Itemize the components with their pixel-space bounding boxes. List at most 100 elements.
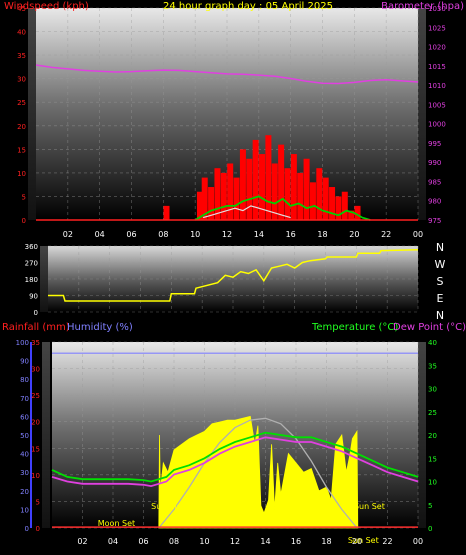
wind-gust-bar	[259, 154, 266, 220]
wind-gust-bar	[271, 163, 278, 220]
rain-scale-strip	[42, 342, 50, 528]
temperature-line	[51, 431, 419, 483]
wind-gust-bar	[335, 196, 342, 220]
wind-gust-bar	[233, 177, 240, 220]
compass-label: S	[437, 275, 444, 288]
climate-x-tick-label: 20	[352, 537, 362, 546]
wind-x-tick-label: 02	[63, 230, 73, 239]
temp-tick-label: 35	[428, 362, 437, 370]
chart-title: 24 hour graph day : 05 April 2025	[163, 1, 333, 12]
barometer-tick-label: 1020	[428, 44, 446, 52]
solar-radiation-area	[158, 415, 359, 529]
wind-gust-bar	[252, 139, 259, 220]
sun-set-lower-annotation: Sun Set	[348, 536, 379, 545]
wind-x-tick-label: 20	[349, 230, 359, 239]
barometer-tick-label: 980	[428, 198, 441, 206]
wind-gust-bar	[290, 154, 297, 220]
wind-gust-bar	[239, 149, 246, 220]
wind-tick-label: 15	[17, 146, 26, 154]
temp-tick-label: 5	[428, 502, 432, 510]
wind-gust-bar	[354, 205, 361, 220]
humidity-tick-label: 10	[20, 506, 29, 514]
rain-tick-label: 20	[31, 419, 40, 427]
wind-tick-label: 30	[17, 76, 26, 84]
wind-gust-bar	[227, 163, 234, 220]
wind-tick-label: 25	[17, 99, 26, 107]
wind-gust-bar	[265, 135, 272, 220]
rain-tick-label: 25	[31, 392, 40, 400]
wind-gust-bar	[303, 158, 310, 220]
windspeed-axis-label: Windspeed (kph)	[4, 1, 89, 12]
wind-x-tick-label: 04	[95, 230, 105, 239]
humidity-tick-label: 90	[20, 358, 29, 366]
rain-tick-label: 35	[31, 339, 40, 347]
rain-tick-label: 10	[31, 472, 40, 480]
direction-tick-label: 0	[34, 309, 38, 317]
climate-x-tick-label: 10	[199, 537, 209, 546]
barometer-tick-label: 1000	[428, 121, 446, 129]
temp-tick-label: 20	[428, 432, 437, 440]
wind-x-tick-label: 08	[158, 230, 168, 239]
wind-average-line	[194, 195, 371, 221]
wind-x-tick-label: 12	[222, 230, 232, 239]
wind-tick-label: 40	[17, 29, 26, 37]
climate-x-tick-label: 06	[138, 537, 148, 546]
humidity-tick-label: 30	[20, 469, 29, 477]
barometer-tick-label: 1030	[428, 5, 446, 13]
wind-min-line	[202, 205, 291, 219]
humidity-tick-label: 60	[20, 413, 29, 421]
wind-gust-bar	[220, 172, 227, 220]
humidity-tick-label: 50	[20, 432, 29, 440]
direction-tick-label: 360	[25, 243, 38, 251]
barometer-tick-label: 1025	[428, 24, 446, 32]
max-solar-curve	[158, 417, 358, 529]
wind-tick-label: 20	[17, 123, 26, 131]
wind-gust-bar	[201, 177, 208, 220]
temp-tick-label: 0	[428, 525, 432, 533]
wind-gust-bar	[297, 172, 304, 220]
wind-tick-label: 0	[22, 217, 26, 225]
climate-x-tick-label: 14	[260, 537, 270, 546]
barometer-tick-label: 985	[428, 178, 441, 186]
climate-x-tick-label: 00	[413, 537, 423, 546]
wind-gust-bar	[316, 168, 323, 220]
dew-point-line	[51, 436, 419, 488]
climate-x-tick-label: 22	[382, 537, 392, 546]
direction-tick-label: 180	[25, 276, 38, 284]
wind-gust-bar	[284, 168, 291, 220]
humidity-tick-label: 20	[20, 488, 29, 496]
climate-x-tick-label: 16	[291, 537, 301, 546]
wind-gust-bar	[341, 191, 348, 220]
wind-direction-line	[48, 248, 419, 302]
wind-x-tick-label: 06	[126, 230, 136, 239]
direction-tick-label: 270	[25, 260, 38, 268]
wind-scale-strip	[28, 8, 36, 220]
rain-tick-label: 5	[36, 498, 40, 506]
wind-gust-bar	[246, 158, 253, 220]
wind-tick-label: 5	[22, 193, 26, 201]
sun-rise-annotation: Sun Rise	[151, 502, 186, 511]
temp-scale-strip	[418, 342, 426, 528]
wind-gust-bar	[309, 182, 316, 220]
wind-gust-bar	[278, 144, 285, 220]
wind-x-tick-label: 10	[190, 230, 200, 239]
barometer-tick-label: 995	[428, 140, 441, 148]
rain-tick-label: 15	[31, 445, 40, 453]
barometer-axis-label: Barometer (hpa)	[381, 1, 464, 12]
compass-label: E	[437, 292, 444, 305]
wind-gust-bar	[329, 187, 336, 220]
wind-tick-label: 35	[17, 52, 26, 60]
barometer-tick-label: 975	[428, 217, 441, 225]
wind-x-tick-label: 00	[413, 230, 423, 239]
wind-gust-bar	[196, 191, 203, 220]
temp-tick-label: 15	[428, 455, 437, 463]
barometer-scale-strip	[418, 8, 426, 220]
wind-tick-label: 45	[17, 5, 26, 13]
barometer-tick-label: 1005	[428, 101, 446, 109]
temperature-axis-label: Temperature (°C)	[311, 322, 398, 333]
humidity-tick-label: 70	[20, 395, 29, 403]
wind-gust-bar	[214, 168, 221, 220]
dewpoint-axis-label: Dew Point (°C)	[393, 322, 466, 333]
climate-x-tick-label: 02	[77, 537, 87, 546]
direction-tick-label: 90	[29, 293, 38, 301]
